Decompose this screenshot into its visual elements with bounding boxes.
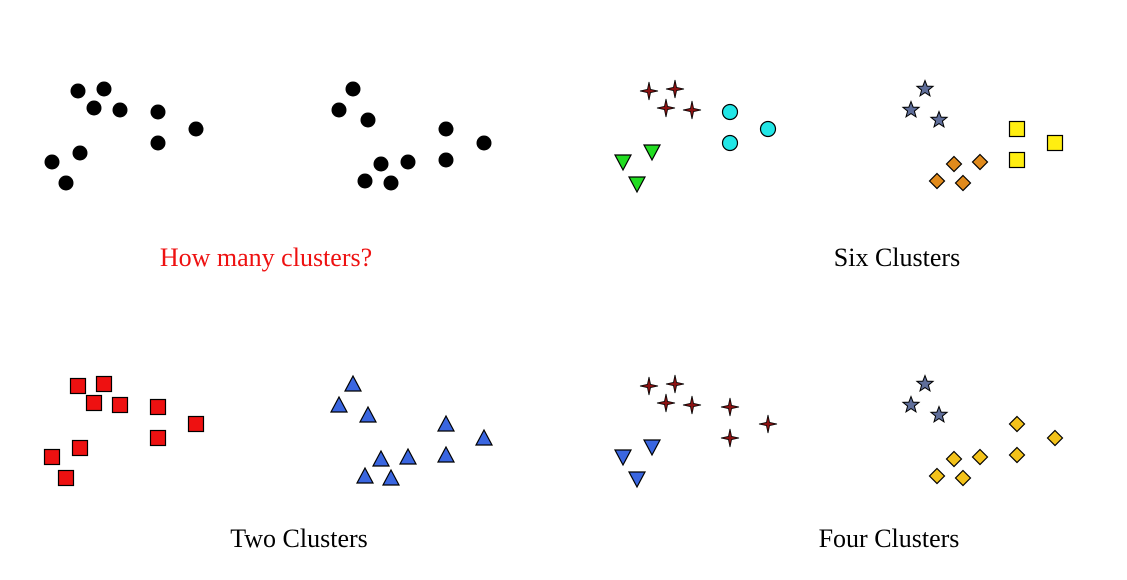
diamond-point-marker bbox=[1046, 429, 1064, 447]
circle-point-marker bbox=[188, 121, 204, 137]
panel-how-many bbox=[44, 81, 492, 191]
square-point-marker bbox=[57, 469, 75, 487]
circle-point-marker bbox=[400, 154, 416, 170]
caption-how-many-clusters: How many clusters? bbox=[160, 243, 372, 272]
triangle-up-point-marker bbox=[475, 428, 493, 446]
sparkle-point-marker bbox=[665, 374, 685, 394]
circle-point-marker bbox=[331, 102, 347, 118]
circle-point-marker bbox=[345, 81, 361, 97]
circle-point-marker bbox=[360, 112, 376, 128]
triangle-up-point-marker bbox=[359, 405, 377, 423]
sparkle-point-marker bbox=[656, 98, 676, 118]
sparkle-point-marker bbox=[682, 395, 702, 415]
square-point-marker bbox=[1008, 151, 1026, 169]
panel-four-clusters bbox=[614, 374, 1064, 489]
diamond-point-marker bbox=[971, 153, 989, 171]
triangle-down-point-marker bbox=[614, 449, 632, 467]
diamond-point-marker bbox=[971, 448, 989, 466]
triangle-down-point-marker bbox=[643, 439, 661, 457]
diamond-point-marker bbox=[1008, 415, 1026, 433]
triangle-up-point-marker bbox=[399, 447, 417, 465]
triangle-down-point-marker bbox=[628, 176, 646, 194]
diamond-point-marker bbox=[954, 174, 972, 192]
square-point-marker bbox=[85, 394, 103, 412]
circle-point-marker bbox=[438, 121, 454, 137]
square-point-marker bbox=[1046, 134, 1064, 152]
circle-point-marker bbox=[357, 173, 373, 189]
circle-point-marker bbox=[58, 175, 74, 191]
triangle-down-point-marker bbox=[614, 154, 632, 172]
circle-point-marker bbox=[86, 100, 102, 116]
circle-point-marker bbox=[383, 175, 399, 191]
diamond-point-marker bbox=[1008, 446, 1026, 464]
square-point-marker bbox=[149, 429, 167, 447]
square-point-marker bbox=[149, 398, 167, 416]
square-point-marker bbox=[71, 439, 89, 457]
circle-outline-point-marker bbox=[721, 134, 739, 152]
panel-six-clusters bbox=[614, 79, 1064, 194]
square-point-marker bbox=[111, 396, 129, 414]
triangle-up-point-marker bbox=[356, 466, 374, 484]
circle-point-marker bbox=[438, 152, 454, 168]
sparkle-point-marker bbox=[656, 393, 676, 413]
triangle-up-point-marker bbox=[382, 468, 400, 486]
caption-two-clusters: Two Clusters bbox=[230, 524, 368, 553]
sparkle-point-marker bbox=[720, 428, 740, 448]
diamond-point-marker bbox=[954, 469, 972, 487]
diamond-point-marker bbox=[945, 155, 963, 173]
triangle-up-point-marker bbox=[372, 449, 390, 467]
sparkle-point-marker bbox=[639, 376, 659, 396]
triangle-up-point-marker bbox=[344, 374, 362, 392]
square-point-marker bbox=[1008, 120, 1026, 138]
star-point-marker bbox=[901, 100, 921, 119]
diamond-point-marker bbox=[945, 450, 963, 468]
triangle-up-point-marker bbox=[437, 445, 455, 463]
triangle-up-point-marker bbox=[330, 395, 348, 413]
circle-point-marker bbox=[150, 104, 166, 120]
circle-point-marker bbox=[373, 156, 389, 172]
caption-six-clusters: Six Clusters bbox=[834, 243, 960, 272]
star-point-marker bbox=[929, 110, 949, 129]
circle-point-marker bbox=[96, 81, 112, 97]
sparkle-point-marker bbox=[682, 100, 702, 120]
triangle-down-point-marker bbox=[628, 471, 646, 489]
circle-outline-point-marker bbox=[721, 103, 739, 121]
circle-point-marker bbox=[112, 102, 128, 118]
sparkle-point-marker bbox=[720, 397, 740, 417]
square-point-marker bbox=[43, 448, 61, 466]
caption-four-clusters: Four Clusters bbox=[819, 524, 960, 553]
diamond-point-marker bbox=[928, 172, 946, 190]
star-point-marker bbox=[915, 374, 935, 393]
circle-point-marker bbox=[72, 145, 88, 161]
star-point-marker bbox=[901, 395, 921, 414]
square-point-marker bbox=[187, 415, 205, 433]
star-point-marker bbox=[915, 79, 935, 98]
square-point-marker bbox=[95, 375, 113, 393]
sparkle-point-marker bbox=[639, 81, 659, 101]
star-point-marker bbox=[929, 405, 949, 424]
diamond-point-marker bbox=[928, 467, 946, 485]
square-point-marker bbox=[69, 377, 87, 395]
triangle-up-point-marker bbox=[437, 414, 455, 432]
sparkle-point-marker bbox=[758, 414, 778, 434]
panel-two-clusters bbox=[43, 374, 493, 487]
circle-outline-point-marker bbox=[759, 120, 777, 138]
cluster-points bbox=[43, 79, 1064, 489]
triangle-down-point-marker bbox=[643, 144, 661, 162]
circle-point-marker bbox=[44, 154, 60, 170]
sparkle-point-marker bbox=[665, 79, 685, 99]
circle-point-marker bbox=[70, 83, 86, 99]
circle-point-marker bbox=[476, 135, 492, 151]
circle-point-marker bbox=[150, 135, 166, 151]
